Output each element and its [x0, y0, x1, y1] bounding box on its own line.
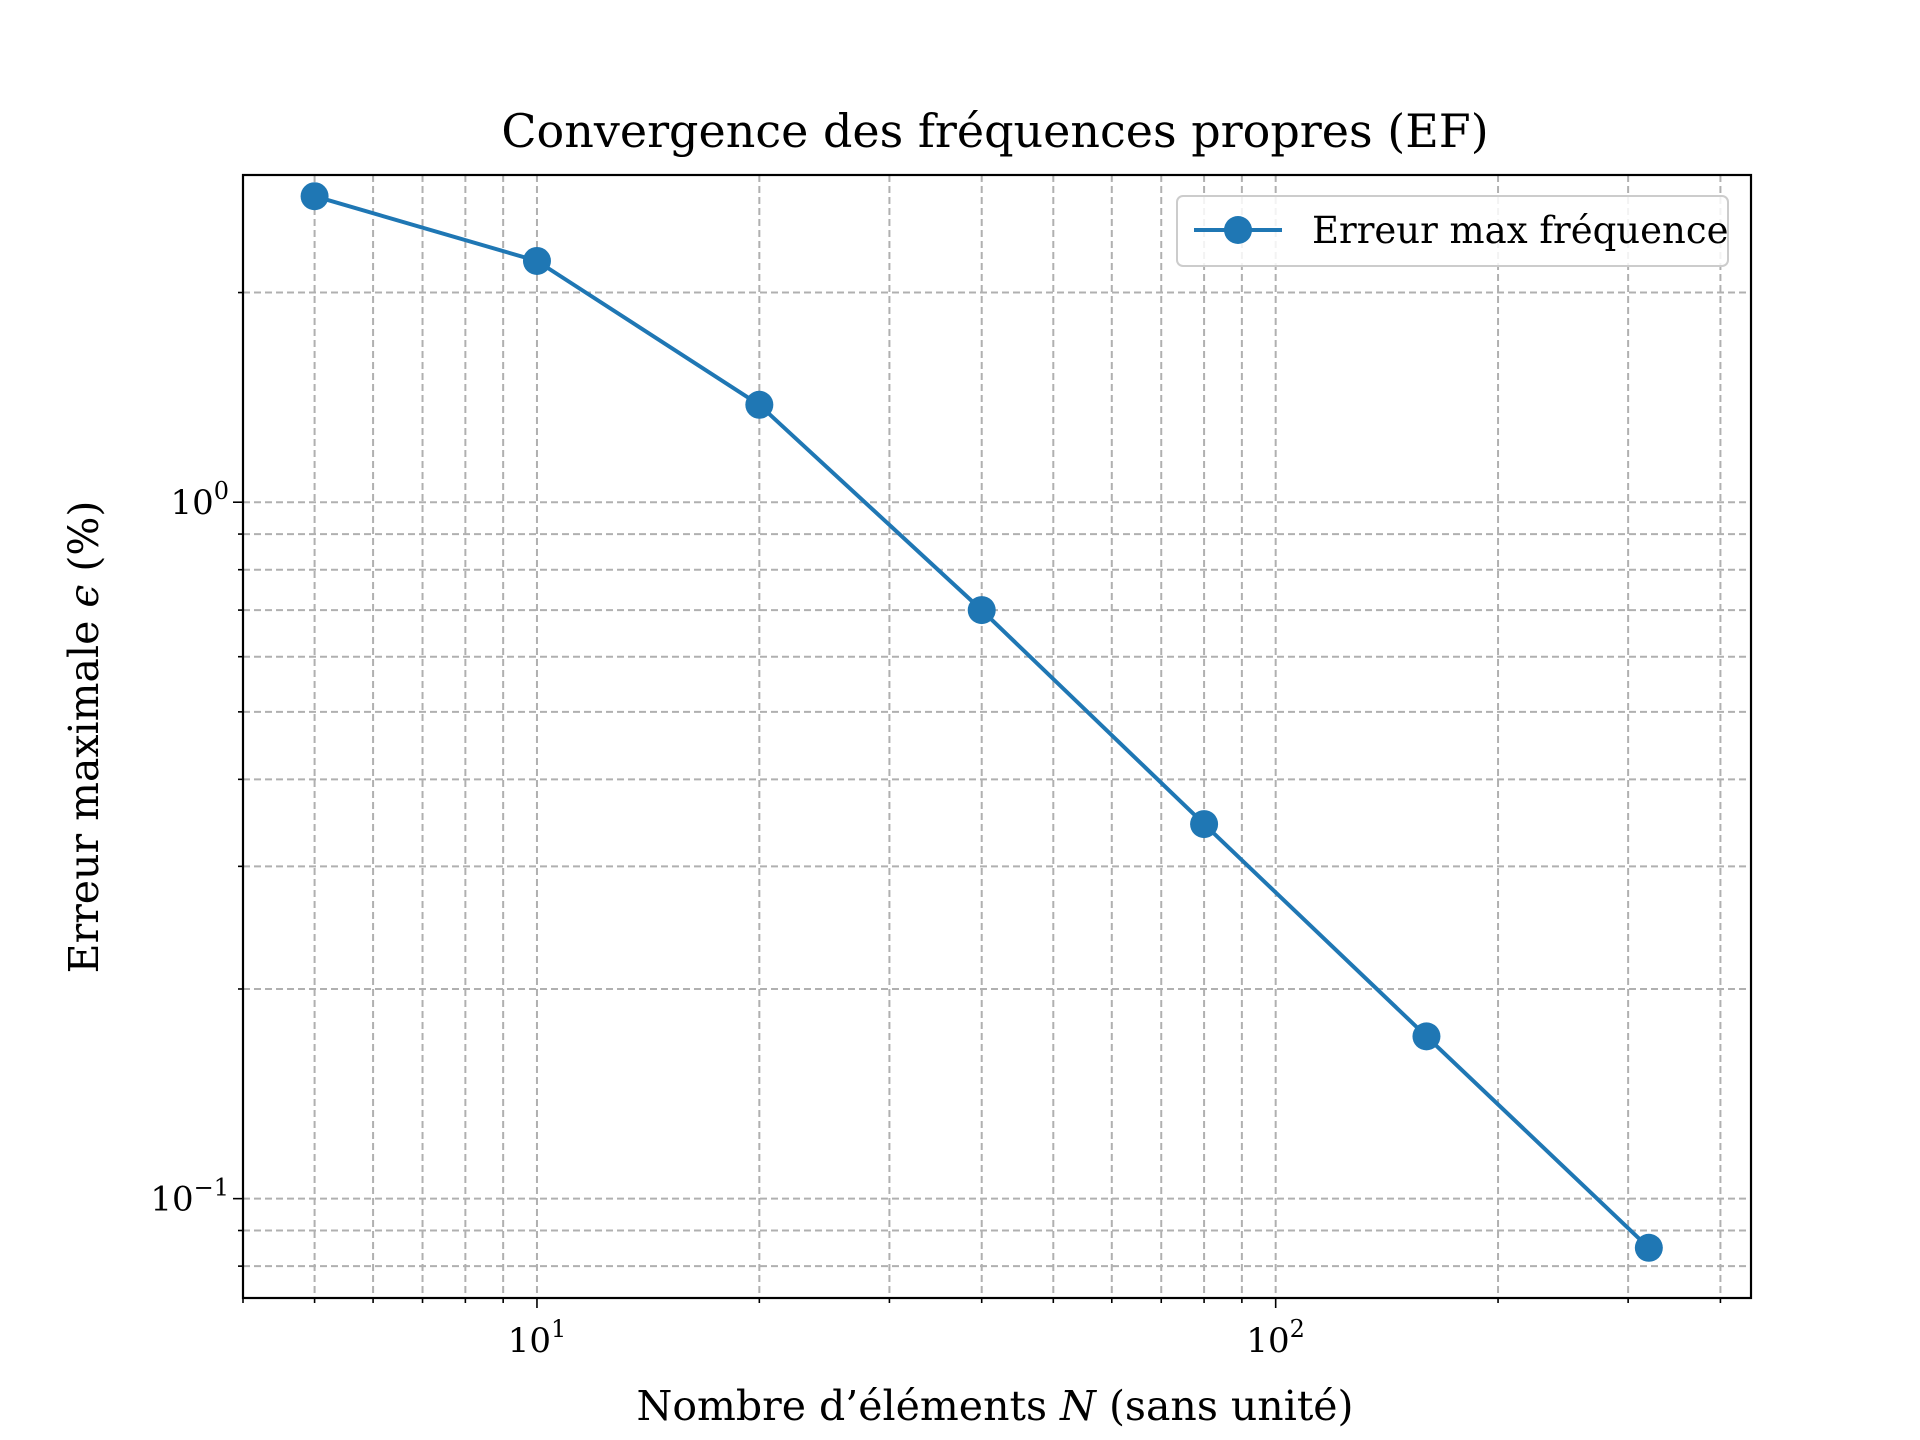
x-tick-label-exponent: 2	[1290, 1315, 1305, 1343]
y-axis-label-suffix: (%)	[60, 501, 108, 585]
x-axis-label-suffix: (sans unité)	[1096, 1382, 1354, 1430]
legend: Erreur max fréquence	[1176, 195, 1729, 267]
data-point	[967, 596, 996, 625]
legend-box	[1176, 195, 1729, 267]
y-tick-label-base: 10	[150, 1180, 193, 1220]
data-point	[1190, 810, 1219, 839]
x-tick-label-exponent: 1	[551, 1315, 566, 1343]
x-axis-label-prefix: Nombre d’éléments	[636, 1382, 1060, 1430]
y-tick-label: 100	[170, 477, 229, 523]
data-point	[1634, 1233, 1663, 1262]
legend-marker	[1224, 216, 1252, 244]
y-tick-label: 10−1	[150, 1174, 229, 1220]
plot-frame	[241, 173, 1753, 1300]
data-point	[300, 182, 329, 211]
y-tick-label-exponent: 0	[214, 477, 229, 505]
x-tick-label: 101	[508, 1315, 567, 1361]
series-group	[300, 182, 1663, 1262]
y-axis-label-prefix: Erreur maximale	[60, 608, 108, 974]
x-tick-label-base: 10	[508, 1321, 551, 1361]
data-point	[745, 390, 774, 419]
grid-lines	[242, 175, 1751, 1298]
data-point	[522, 246, 551, 275]
y-axis-label: Erreur maximale ϵ (%)	[60, 501, 108, 974]
x-tick-label: 102	[1246, 1315, 1305, 1361]
x-axis-label-variable: N	[1059, 1382, 1098, 1430]
y-axis-label-variable: ϵ	[60, 585, 108, 608]
x-axis-label: Nombre d’éléments N (sans unité)	[636, 1382, 1353, 1430]
chart-title: Convergence des fréquences propres (EF)	[501, 104, 1488, 158]
data-point	[1412, 1022, 1441, 1051]
legend-label: Erreur max fréquence	[1312, 209, 1728, 252]
y-tick-label-exponent: −1	[194, 1174, 229, 1202]
y-tick-label-base: 10	[170, 483, 213, 523]
x-tick-label-base: 10	[1246, 1321, 1289, 1361]
